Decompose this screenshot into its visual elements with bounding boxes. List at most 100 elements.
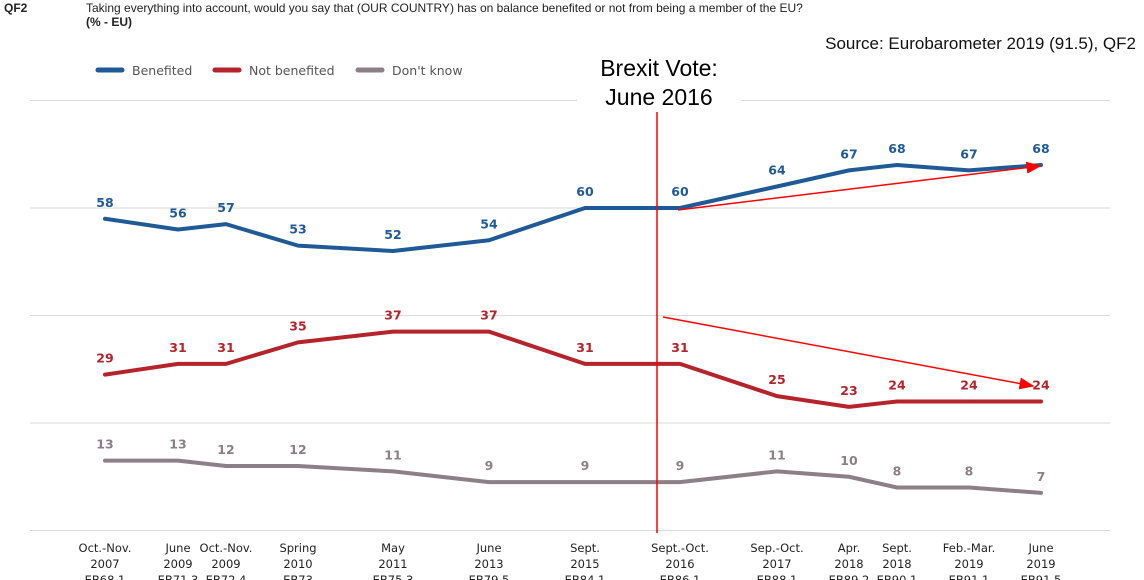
x-tick-label: 2009 <box>163 557 192 571</box>
data-label: 13 <box>169 437 186 452</box>
unit-label: (% - EU) <box>86 15 132 29</box>
data-label: 52 <box>384 227 401 242</box>
data-label: 68 <box>888 141 905 156</box>
x-tick-label: 2009 <box>211 557 240 571</box>
brexit-label-line2: June 2016 <box>605 84 713 110</box>
data-label: 31 <box>169 340 186 355</box>
data-point <box>847 405 851 409</box>
data-label: 56 <box>169 206 187 221</box>
data-point <box>1039 491 1043 495</box>
data-label: 24 <box>1032 378 1050 393</box>
x-tick-label: EB86.1 <box>660 573 701 580</box>
x-tick-label: EB90.1 <box>877 573 918 580</box>
x-tick-label: 2019 <box>1026 557 1055 571</box>
data-label: 58 <box>96 195 113 210</box>
question-id: QF2 <box>4 1 28 15</box>
x-tick-label: 2010 <box>283 557 312 571</box>
data-point <box>967 400 971 403</box>
data-point <box>678 206 682 210</box>
data-label: 9 <box>581 458 590 473</box>
data-label: 9 <box>485 458 494 473</box>
x-tick-label: Spring <box>279 541 316 555</box>
data-label: 8 <box>965 464 974 479</box>
data-point <box>895 163 899 167</box>
x-tick-label: EB91.5 <box>1021 573 1062 580</box>
data-label: 24 <box>960 378 978 393</box>
x-tick-label: 2016 <box>665 557 694 571</box>
question-text: Taking everything into account, would yo… <box>86 1 803 15</box>
x-tick-label: Sep.-Oct. <box>750 541 803 555</box>
legend-label: Benefited <box>132 63 192 78</box>
x-tick-label: 2007 <box>90 557 119 571</box>
x-tick-label: EB73 <box>283 573 313 580</box>
data-label: 9 <box>676 458 685 473</box>
x-tick-label: June <box>1027 541 1053 555</box>
data-point <box>967 486 971 489</box>
x-tick-label: 2017 <box>762 557 791 571</box>
data-label: 60 <box>671 184 689 199</box>
data-point <box>895 400 899 403</box>
data-label: 24 <box>888 378 906 393</box>
data-point <box>391 249 395 253</box>
data-label: 54 <box>480 216 498 231</box>
source-note: Source: Eurobarometer 2019 (91.5), QF2 <box>825 34 1136 53</box>
data-point <box>583 206 587 210</box>
data-point <box>678 362 682 366</box>
x-tick-label: 2013 <box>474 557 503 571</box>
data-point <box>176 362 180 366</box>
data-label: 11 <box>768 447 785 462</box>
data-point <box>296 340 300 344</box>
x-tick-label: EB68.1 <box>85 573 126 580</box>
x-tick-label: EB88.1 <box>757 573 798 580</box>
x-tick-label: June <box>475 541 501 555</box>
data-point <box>487 330 491 334</box>
x-tick-label: Sept.-Oct. <box>651 541 709 555</box>
data-point <box>103 373 107 377</box>
x-tick-label: Sept. <box>570 541 600 555</box>
data-label: 60 <box>576 184 594 199</box>
series-line-not-benefited <box>103 329 1043 409</box>
data-point <box>775 185 779 188</box>
x-tick-label: Oct.-Nov. <box>79 541 132 555</box>
data-point <box>678 480 682 484</box>
data-point <box>224 362 228 366</box>
x-tick-label: 2015 <box>570 557 599 571</box>
x-tick-label: EB91.1 <box>949 573 990 580</box>
x-tick-label: Sept. <box>882 541 912 555</box>
data-point <box>487 480 491 484</box>
x-tick-label: Oct.-Nov. <box>200 541 253 555</box>
data-point <box>103 459 107 463</box>
data-label: 37 <box>480 308 497 323</box>
legend-label: Not benefited <box>249 63 335 78</box>
data-label: 68 <box>1032 141 1049 156</box>
data-point <box>847 475 851 479</box>
x-tick-label: EB71.3 <box>158 573 199 580</box>
data-label: 37 <box>384 308 401 323</box>
x-tick-label: EB79.5 <box>469 573 510 580</box>
data-point <box>391 469 395 473</box>
data-point <box>224 464 228 468</box>
data-point <box>967 168 971 172</box>
data-label: 57 <box>217 200 234 215</box>
x-tick-label: May <box>381 541 405 555</box>
data-point <box>391 330 395 334</box>
data-label: 25 <box>768 372 785 387</box>
data-label: 64 <box>768 163 786 178</box>
x-tick-label: EB84.1 <box>565 573 606 580</box>
trend-arrow-not-benefited <box>662 316 1035 390</box>
trend-arrow-benefited <box>677 161 1042 211</box>
data-label: 23 <box>840 383 857 398</box>
x-tick-label: 2018 <box>834 557 863 571</box>
data-point <box>176 459 180 463</box>
data-label: 7 <box>1037 469 1046 484</box>
data-point <box>176 228 180 231</box>
data-label: 8 <box>893 464 902 479</box>
x-tick-label: Feb.-Mar. <box>943 541 995 555</box>
x-tick-label: 2011 <box>378 557 407 571</box>
data-label: 67 <box>840 146 857 161</box>
brexit-label-line1: Brexit Vote: <box>600 55 718 81</box>
data-point <box>583 362 587 366</box>
data-point <box>895 486 899 489</box>
data-point <box>775 469 779 473</box>
